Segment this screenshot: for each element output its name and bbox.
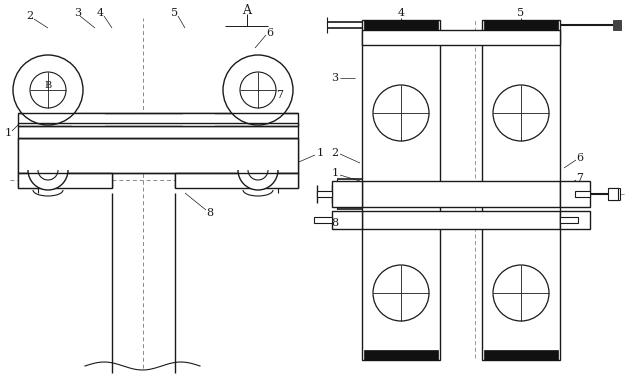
Text: 4: 4 — [398, 8, 404, 18]
Bar — [18, 113, 298, 126]
Bar — [364, 350, 438, 360]
Bar — [560, 217, 578, 223]
Bar — [575, 191, 590, 197]
Circle shape — [38, 160, 58, 180]
Bar — [236, 148, 280, 170]
Circle shape — [248, 160, 268, 180]
Bar — [175, 173, 298, 188]
Text: 3: 3 — [332, 73, 339, 83]
Bar — [482, 20, 560, 360]
Circle shape — [223, 55, 293, 125]
Text: 6: 6 — [266, 28, 273, 38]
Bar — [18, 173, 112, 188]
Bar — [317, 191, 332, 197]
Text: 5: 5 — [517, 8, 525, 18]
Bar — [175, 173, 298, 188]
Bar — [26, 148, 70, 170]
Text: A: A — [243, 3, 251, 17]
Bar — [362, 181, 560, 207]
Bar — [314, 217, 332, 223]
Bar — [332, 211, 362, 229]
Bar — [484, 20, 558, 30]
Bar — [18, 123, 298, 138]
Bar — [362, 20, 440, 360]
Text: 6: 6 — [576, 153, 584, 163]
Bar — [18, 138, 298, 173]
Text: 1: 1 — [4, 128, 11, 138]
Circle shape — [373, 85, 429, 141]
Text: 7: 7 — [277, 90, 283, 100]
Text: 5: 5 — [171, 8, 179, 18]
Circle shape — [240, 72, 276, 108]
Circle shape — [30, 72, 66, 108]
Bar — [560, 181, 590, 207]
Bar — [18, 113, 298, 126]
Circle shape — [493, 265, 549, 321]
Circle shape — [493, 85, 549, 141]
Bar — [183, 113, 215, 126]
Bar — [362, 30, 560, 45]
Text: 1: 1 — [317, 148, 324, 158]
Bar — [332, 181, 362, 207]
Bar — [362, 181, 560, 207]
Text: 2: 2 — [26, 11, 34, 21]
Text: 3: 3 — [75, 8, 82, 18]
Bar — [18, 123, 298, 138]
Bar — [560, 211, 590, 229]
Bar — [362, 211, 560, 229]
Text: 2: 2 — [332, 148, 339, 158]
Bar — [362, 211, 560, 229]
Circle shape — [238, 150, 278, 190]
Bar — [560, 211, 590, 229]
Circle shape — [373, 265, 429, 321]
Bar — [613, 20, 621, 30]
Bar — [18, 173, 112, 188]
Bar — [364, 20, 438, 30]
Bar — [72, 113, 105, 126]
Text: 7: 7 — [576, 173, 584, 183]
Circle shape — [28, 150, 68, 190]
Bar — [332, 211, 362, 229]
Bar — [560, 181, 590, 207]
Text: 4: 4 — [97, 8, 103, 18]
Bar — [608, 188, 618, 200]
Text: 8: 8 — [332, 218, 339, 228]
Bar — [332, 181, 362, 207]
Bar — [18, 138, 298, 173]
Text: 1: 1 — [332, 168, 339, 178]
Circle shape — [13, 55, 83, 125]
Text: 8: 8 — [206, 208, 214, 218]
Text: B: B — [45, 81, 51, 90]
Bar — [484, 350, 558, 360]
